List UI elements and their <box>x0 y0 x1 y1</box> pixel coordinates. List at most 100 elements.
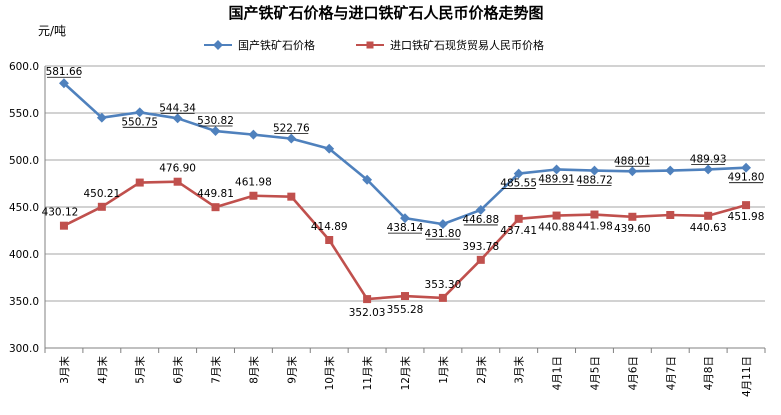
y-tick-label: 600.0 <box>9 61 39 73</box>
y-tick-label: 300.0 <box>9 343 39 355</box>
point-marker <box>210 126 221 136</box>
point-marker <box>211 203 220 212</box>
point-marker <box>400 213 410 224</box>
legend: 国产铁矿石价格 进口铁矿石现货贸易人民币价格 <box>204 38 544 52</box>
point-marker <box>703 164 714 175</box>
y-tick-label: 500.0 <box>9 155 39 167</box>
point-marker <box>628 212 637 221</box>
point-marker <box>401 292 409 301</box>
point-marker <box>552 211 561 220</box>
x-tick-label: 9月末 <box>285 356 298 384</box>
data-label: 438.14 <box>387 222 424 234</box>
point-marker <box>665 165 676 176</box>
x-tick-label: 5月末 <box>134 356 147 384</box>
point-marker <box>324 143 335 154</box>
data-label: 489.91 <box>538 173 575 185</box>
point-marker <box>551 164 562 175</box>
data-label: 489.93 <box>690 153 727 165</box>
y-axis-unit: 元/吨 <box>38 24 66 38</box>
x-tick-label: 4月7日 <box>665 356 677 390</box>
data-label: 488.72 <box>576 175 613 187</box>
point-marker <box>363 295 372 304</box>
point-marker <box>437 219 448 230</box>
x-tick-label: 4月8日 <box>703 356 715 390</box>
point-marker <box>134 107 145 118</box>
x-tick-label: 4月6日 <box>627 356 639 390</box>
x-tick-label: 2月末 <box>475 356 488 384</box>
point-marker <box>286 133 297 144</box>
point-marker <box>476 255 485 264</box>
y-tick-label: 350.0 <box>9 296 39 308</box>
point-marker <box>741 162 752 173</box>
data-label: 476.90 <box>159 163 196 175</box>
legend-marker-import <box>366 41 374 49</box>
x-tick-label: 4月1日 <box>552 356 564 390</box>
x-tick-label: 11月末 <box>361 356 374 391</box>
point-marker <box>362 174 373 185</box>
data-label: 449.81 <box>197 188 234 200</box>
x-tick-label: 3月末 <box>513 356 526 384</box>
data-label: 355.28 <box>387 304 424 316</box>
data-label: 430.12 <box>42 207 79 219</box>
data-label: 451.98 <box>728 211 765 223</box>
point-marker <box>135 178 144 187</box>
data-label: 446.88 <box>462 214 499 226</box>
chart-title: 国产铁矿石价格与进口铁矿石人民币价格走势图 <box>228 4 543 22</box>
data-label: 581.66 <box>46 66 83 78</box>
data-label: 353.30 <box>425 279 462 291</box>
point-marker <box>96 112 107 123</box>
point-marker <box>173 177 182 186</box>
point-marker <box>59 221 68 230</box>
data-label: 431.80 <box>425 228 462 240</box>
x-tick-label: 10月末 <box>323 356 336 391</box>
x-tick-label: 6月末 <box>172 356 185 384</box>
x-tick-label: 4月11日 <box>741 356 753 397</box>
legend-label-domestic: 国产铁矿石价格 <box>238 38 315 52</box>
point-marker <box>666 210 675 219</box>
point-marker <box>58 78 69 89</box>
point-marker <box>172 113 183 124</box>
x-tick-label: 1月末 <box>437 356 450 384</box>
series-layer <box>58 78 752 304</box>
data-label: 393.78 <box>462 241 499 253</box>
y-tick-label: 400.0 <box>9 249 39 261</box>
legend-marker-domestic <box>213 40 223 50</box>
point-marker <box>742 201 751 210</box>
x-tick-label: 8月末 <box>247 356 260 384</box>
data-label: 440.88 <box>538 222 575 234</box>
data-label: 485.55 <box>500 178 537 190</box>
point-marker <box>248 129 259 140</box>
data-label: 441.98 <box>576 221 613 233</box>
data-label: 550.75 <box>121 116 158 128</box>
data-label: 461.98 <box>235 177 272 189</box>
x-tick-label: 3月末 <box>58 356 71 384</box>
data-label: 352.03 <box>349 307 386 319</box>
data-label: 450.21 <box>83 188 120 200</box>
point-marker <box>475 204 486 215</box>
point-marker <box>514 214 523 223</box>
data-label: 439.60 <box>614 223 651 235</box>
axes: 600.0 550.0 500.0 450.0 400.0 350.0 300.0 3月末 4月… <box>9 61 766 397</box>
y-tick-label: 450.0 <box>9 202 39 214</box>
point-marker <box>438 293 447 302</box>
series-line-1 <box>63 180 747 301</box>
point-marker <box>325 236 334 245</box>
point-marker <box>589 165 600 176</box>
data-label: 440.63 <box>690 222 727 234</box>
data-label: 544.34 <box>159 102 196 114</box>
point-marker <box>97 202 106 211</box>
data-label: 437.41 <box>500 225 537 237</box>
x-tick-label: 7月末 <box>210 356 223 384</box>
data-label: 414.89 <box>311 221 348 233</box>
point-marker <box>627 166 638 177</box>
legend-label-import: 进口铁矿石现货贸易人民币价格 <box>390 38 544 52</box>
data-label: 488.01 <box>614 155 651 167</box>
data-label: 530.82 <box>197 115 234 127</box>
x-tick-label: 4月末 <box>96 356 109 384</box>
point-marker <box>590 210 599 219</box>
point-marker <box>249 191 258 200</box>
data-label: 522.76 <box>273 123 310 135</box>
